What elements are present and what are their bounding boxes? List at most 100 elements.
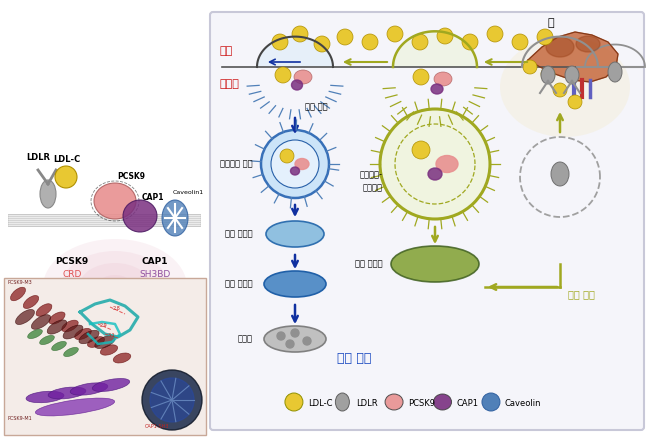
Ellipse shape bbox=[87, 337, 105, 347]
Circle shape bbox=[387, 26, 403, 42]
Circle shape bbox=[523, 60, 537, 74]
Ellipse shape bbox=[79, 330, 99, 344]
Circle shape bbox=[272, 34, 288, 50]
Ellipse shape bbox=[264, 271, 326, 297]
Polygon shape bbox=[393, 31, 477, 67]
Text: 지질 땻목: 지질 땻목 bbox=[305, 102, 328, 111]
Ellipse shape bbox=[266, 221, 324, 247]
Ellipse shape bbox=[431, 84, 443, 94]
Ellipse shape bbox=[92, 378, 130, 392]
Ellipse shape bbox=[113, 353, 130, 363]
Circle shape bbox=[55, 166, 77, 188]
Text: LDLR: LDLR bbox=[26, 153, 50, 162]
Circle shape bbox=[337, 29, 353, 45]
Circle shape bbox=[150, 378, 194, 422]
Text: 초기 엔도솔: 초기 엔도솔 bbox=[225, 229, 253, 239]
Text: 분해 경로: 분해 경로 bbox=[337, 352, 371, 365]
Circle shape bbox=[280, 149, 294, 163]
Ellipse shape bbox=[49, 312, 65, 324]
Text: 간: 간 bbox=[548, 18, 555, 28]
Text: LDL-C: LDL-C bbox=[53, 155, 80, 164]
Text: PCSK9-M1: PCSK9-M1 bbox=[8, 416, 33, 421]
Circle shape bbox=[362, 34, 378, 50]
Ellipse shape bbox=[95, 335, 115, 348]
Ellipse shape bbox=[16, 309, 34, 324]
Ellipse shape bbox=[565, 66, 579, 84]
Circle shape bbox=[482, 393, 500, 411]
Ellipse shape bbox=[434, 72, 452, 86]
Polygon shape bbox=[528, 32, 618, 82]
Circle shape bbox=[568, 95, 582, 109]
Circle shape bbox=[286, 340, 294, 348]
Ellipse shape bbox=[436, 156, 458, 172]
Circle shape bbox=[292, 26, 308, 42]
Ellipse shape bbox=[97, 275, 133, 299]
Ellipse shape bbox=[79, 263, 151, 311]
Ellipse shape bbox=[546, 37, 574, 57]
Ellipse shape bbox=[32, 315, 50, 329]
Ellipse shape bbox=[291, 167, 300, 175]
Ellipse shape bbox=[391, 246, 479, 282]
Text: 초기 엔도솔: 초기 엔도솔 bbox=[355, 259, 383, 268]
Text: CAP1-SH3: CAP1-SH3 bbox=[145, 424, 169, 429]
Ellipse shape bbox=[52, 341, 67, 351]
Text: CRD: CRD bbox=[62, 270, 81, 279]
Ellipse shape bbox=[162, 200, 188, 236]
FancyBboxPatch shape bbox=[4, 278, 206, 435]
Text: 3.1: 3.1 bbox=[108, 333, 116, 338]
Text: 2.8: 2.8 bbox=[113, 306, 121, 311]
Ellipse shape bbox=[100, 345, 118, 355]
Ellipse shape bbox=[428, 168, 442, 180]
Ellipse shape bbox=[63, 325, 83, 339]
Ellipse shape bbox=[47, 320, 67, 334]
Ellipse shape bbox=[62, 320, 78, 332]
Ellipse shape bbox=[335, 393, 349, 411]
Ellipse shape bbox=[294, 70, 312, 84]
Text: PCSK9: PCSK9 bbox=[408, 399, 435, 408]
Ellipse shape bbox=[576, 36, 600, 52]
Circle shape bbox=[271, 140, 319, 188]
Ellipse shape bbox=[291, 80, 302, 90]
Circle shape bbox=[512, 34, 528, 50]
Ellipse shape bbox=[48, 387, 86, 399]
Circle shape bbox=[412, 34, 428, 50]
Circle shape bbox=[142, 370, 202, 430]
FancyBboxPatch shape bbox=[210, 12, 644, 430]
Circle shape bbox=[291, 329, 299, 337]
Text: 순환 경로: 순환 경로 bbox=[568, 289, 595, 299]
Ellipse shape bbox=[123, 200, 157, 232]
FancyBboxPatch shape bbox=[8, 214, 200, 226]
Text: CAP1: CAP1 bbox=[142, 193, 165, 202]
Ellipse shape bbox=[10, 287, 25, 301]
Ellipse shape bbox=[43, 239, 187, 335]
Text: CAP1: CAP1 bbox=[141, 257, 168, 266]
Text: 클라트린-: 클라트린- bbox=[360, 170, 383, 179]
Circle shape bbox=[437, 28, 453, 44]
Ellipse shape bbox=[541, 66, 555, 84]
Circle shape bbox=[413, 69, 429, 85]
Text: SH3BD: SH3BD bbox=[140, 270, 171, 279]
Ellipse shape bbox=[551, 162, 569, 186]
Ellipse shape bbox=[75, 328, 91, 339]
Ellipse shape bbox=[26, 391, 64, 403]
Circle shape bbox=[285, 393, 303, 411]
Ellipse shape bbox=[28, 329, 43, 339]
Text: 리소종: 리소종 bbox=[238, 335, 253, 343]
Ellipse shape bbox=[433, 394, 452, 410]
Text: Caveolin1: Caveolin1 bbox=[173, 190, 204, 195]
Circle shape bbox=[380, 109, 490, 219]
Ellipse shape bbox=[36, 398, 114, 416]
Text: 후기 엔도솔: 후기 엔도솔 bbox=[225, 279, 253, 289]
Text: Caveolin: Caveolin bbox=[505, 399, 541, 408]
Circle shape bbox=[541, 67, 555, 81]
Circle shape bbox=[553, 83, 567, 97]
Text: 2.9: 2.9 bbox=[100, 323, 108, 328]
Ellipse shape bbox=[70, 383, 108, 395]
Circle shape bbox=[537, 29, 553, 45]
Polygon shape bbox=[522, 37, 598, 67]
Polygon shape bbox=[257, 37, 333, 67]
Ellipse shape bbox=[39, 335, 54, 345]
Circle shape bbox=[275, 67, 291, 83]
Circle shape bbox=[412, 141, 430, 159]
Circle shape bbox=[303, 337, 311, 345]
